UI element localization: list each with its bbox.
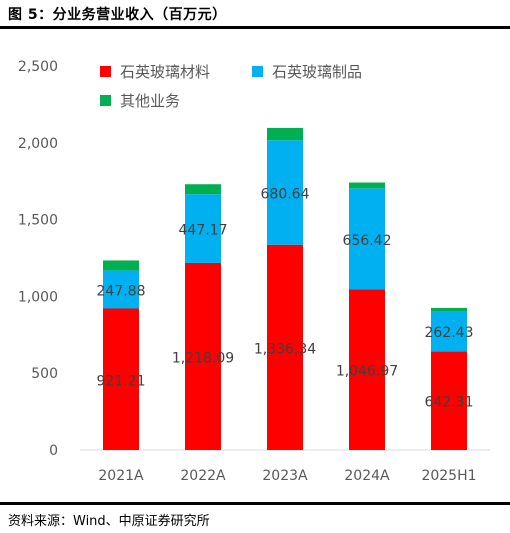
legend-swatch — [100, 66, 111, 77]
bar-other — [185, 184, 221, 195]
bar-product — [267, 140, 303, 245]
bar-other — [431, 307, 467, 312]
data-label: 680.64 — [261, 186, 310, 202]
source-note: 资料来源：Wind、中原证券研究所 — [8, 514, 210, 529]
bar-product — [431, 311, 467, 352]
bar-other — [103, 260, 139, 271]
bar-material — [267, 244, 303, 450]
y-tick-label: 1,000 — [18, 289, 58, 305]
x-tick-label: 2024A — [344, 468, 390, 484]
data-label: 921.21 — [97, 373, 146, 389]
bar-material — [349, 289, 385, 450]
legend-swatch — [252, 66, 263, 77]
bar-product — [103, 270, 139, 309]
bar-other — [267, 127, 303, 141]
bar-other — [349, 182, 385, 189]
bar-material — [103, 308, 139, 450]
top-rule — [0, 26, 510, 29]
x-tick-label: 2023A — [262, 468, 308, 484]
bar-material — [431, 351, 467, 450]
y-tick-label: 1,500 — [18, 213, 58, 229]
data-label: 1,046.97 — [336, 364, 398, 380]
y-tick-label: 2,500 — [18, 59, 58, 75]
legend-label: 其他业务 — [120, 92, 180, 110]
data-label: 656.42 — [343, 233, 392, 249]
stacked-bar-chart: 0 500 1,000 1,500 2,000 2,500 921.21 247.88 2021… — [18, 59, 490, 484]
data-label: 262.43 — [425, 325, 474, 341]
bar-product — [185, 194, 221, 263]
legend-label: 石英玻璃材料 — [120, 63, 210, 81]
data-label: 447.17 — [179, 223, 228, 239]
y-tick-label: 0 — [49, 443, 58, 459]
data-label: 1,336.34 — [254, 341, 316, 357]
bar-product — [349, 188, 385, 290]
x-tick-label: 2022A — [180, 468, 226, 484]
page-title: 图 5：分业务营业收入（百万元） — [8, 7, 227, 23]
x-tick-label: 2021A — [98, 468, 144, 484]
data-label: 247.88 — [97, 283, 146, 299]
y-tick-label: 500 — [31, 366, 58, 382]
bottom-rule — [0, 502, 510, 505]
data-label: 1,218.09 — [172, 350, 234, 366]
bar-material — [185, 262, 221, 450]
y-tick-label: 2,000 — [18, 136, 58, 152]
x-tick-label: 2025H1 — [421, 468, 476, 484]
legend-swatch — [100, 95, 111, 106]
data-label: 642.31 — [425, 395, 474, 411]
legend-label: 石英玻璃制品 — [272, 63, 362, 81]
